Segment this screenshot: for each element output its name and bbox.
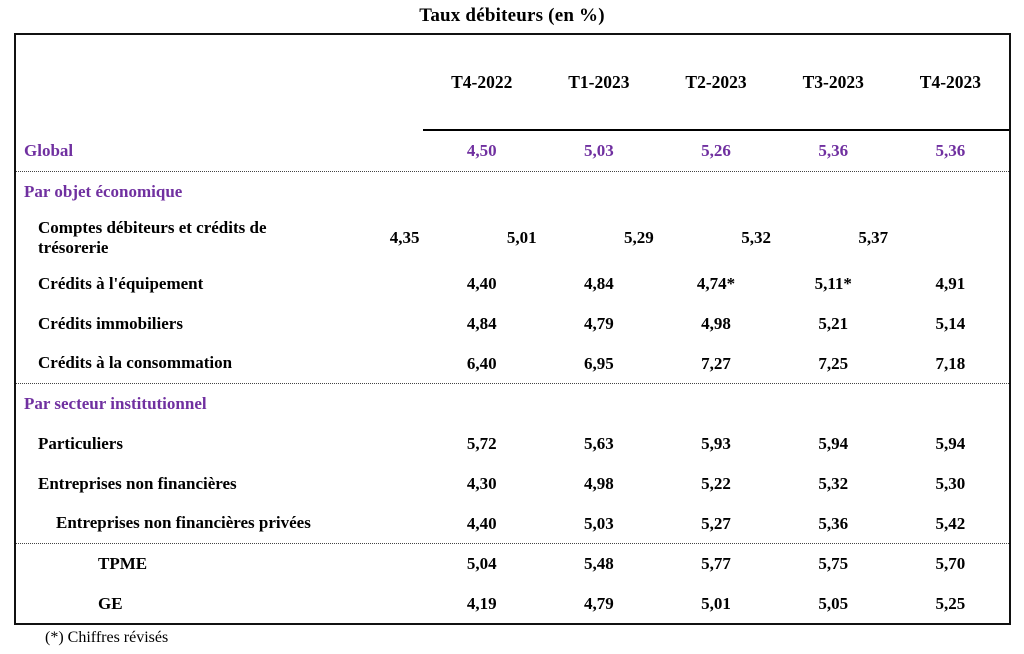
value-cell: 5,04 [466, 554, 497, 573]
value-cell: 6,95 [584, 353, 614, 373]
row-label: Crédits à la consommation [38, 353, 233, 373]
column-header: T2-2023 [657, 35, 775, 131]
value-cell: 5,75 [818, 554, 849, 573]
row-label: Global [24, 140, 74, 160]
value-cell: 7,25 [818, 353, 849, 373]
value-cell: 5,27 [701, 513, 731, 533]
column-header: T3-2023 [774, 35, 892, 131]
value-cell: 5,03 [584, 141, 614, 160]
value-cell: 5,48 [584, 554, 614, 573]
value-cell: 4,84 [466, 314, 497, 333]
value-cell: 5,05 [818, 594, 849, 613]
header-label-spacer [16, 35, 423, 131]
table-row: Entreprises non financières 4,30 4,98 5,22… [16, 464, 1009, 504]
value-cell: 4,84 [584, 274, 614, 293]
column-header: T4-2022 [423, 35, 541, 131]
table-row: Entreprises non financières privées 4,40… [16, 504, 1009, 544]
value-cell: 5,36 [935, 141, 966, 160]
value-cell: 4,40 [466, 274, 497, 293]
value-cell: 4,74* [696, 274, 736, 293]
value-cell: 5,01 [701, 594, 731, 613]
value-cell: 5,30 [935, 474, 966, 493]
value-cell: 4,30 [466, 474, 497, 493]
value-cell: 5,36 [818, 141, 849, 160]
value-cell: 5,32 [741, 228, 771, 247]
row-label: Comptes débiteurs et crédits de trésorer… [38, 217, 267, 257]
value-cell: 4,40 [466, 513, 497, 533]
table-row: Par secteur institutionnel [16, 384, 1009, 424]
value-cell: 4,79 [584, 314, 614, 333]
value-cell: 5,42 [935, 513, 966, 533]
row-label: Par secteur institutionnel [24, 393, 207, 413]
value-cell: 5,63 [584, 434, 614, 453]
value-cell: 5,32 [818, 474, 849, 493]
table-row: Crédits à la consommation 6,40 6,95 7,27 7,… [16, 344, 1009, 384]
row-label: GE [98, 593, 123, 613]
value-cell: 4,79 [584, 594, 614, 613]
table-row: Comptes débiteurs et crédits de trésorer… [16, 212, 1009, 264]
table-row: Global 4,50 5,03 5,26 5,36 5,36 [16, 131, 1009, 172]
row-label: Entreprises non financières privées [56, 513, 311, 533]
footnote: (*) Chiffres révisés [45, 629, 169, 646]
row-label: TPME [98, 553, 148, 573]
value-cell: 6,40 [466, 353, 497, 373]
value-cell: 5,37 [858, 228, 889, 247]
value-cell: 5,03 [584, 513, 614, 533]
value-cell: 5,22 [701, 474, 731, 493]
value-cell: 5,94 [935, 434, 966, 453]
rates-table: T4-2022 T1-2023 T2-2023 T3-2023 T4-2023 Glob… [14, 33, 1011, 625]
value-cell: 5,93 [701, 434, 731, 453]
value-cell: 4,98 [701, 314, 731, 333]
table-row: TPME 5,04 5,48 5,77 5,75 5,70 [16, 544, 1009, 584]
value-cell: 4,19 [466, 594, 497, 613]
row-label: Particuliers [38, 433, 123, 453]
row-label: Crédits à l'équipement [38, 273, 204, 293]
value-cell: 5,29 [624, 228, 654, 247]
value-cell: 4,35 [389, 228, 420, 247]
table-row: Crédits à l'équipement 4,40 4,84 4,74* 5,11… [16, 264, 1009, 304]
value-cell: 5,14 [935, 314, 966, 333]
table-row: Crédits immobiliers 4,84 4,79 4,98 5,21 5,14 [16, 304, 1009, 344]
value-cell: 5,70 [935, 554, 966, 573]
value-cell: 5,11* [814, 274, 852, 293]
value-cell: 4,50 [466, 141, 497, 160]
column-header: T4-2023 [891, 35, 1009, 131]
column-header: T1-2023 [540, 35, 658, 131]
row-label: Crédits immobiliers [38, 313, 183, 333]
value-cell: 4,98 [584, 474, 614, 493]
table-title: Taux débiteurs (en %) [419, 5, 605, 26]
value-cell: 5,26 [701, 141, 731, 160]
row-label: Par objet économique [24, 181, 183, 201]
table-header-row: T4-2022 T1-2023 T2-2023 T3-2023 T4-2023 [16, 35, 1009, 131]
value-cell: 5,21 [818, 314, 849, 333]
value-cell: 5,77 [701, 554, 731, 573]
value-cell: 7,27 [701, 353, 731, 373]
value-cell: 5,01 [506, 228, 537, 247]
table-row: Particuliers 5,72 5,63 5,93 5,94 5,94 [16, 424, 1009, 464]
table-row: Par objet économique [16, 172, 1009, 212]
table-row: GE 4,19 4,79 5,01 5,05 5,25 [16, 584, 1009, 624]
value-cell: 5,36 [818, 513, 849, 533]
row-label: Entreprises non financières [38, 473, 237, 493]
value-cell: 5,94 [818, 434, 849, 453]
value-cell: 4,91 [935, 274, 966, 293]
value-cell: 5,72 [466, 434, 497, 453]
value-cell: 5,25 [935, 594, 966, 613]
value-cell: 7,18 [935, 353, 966, 373]
